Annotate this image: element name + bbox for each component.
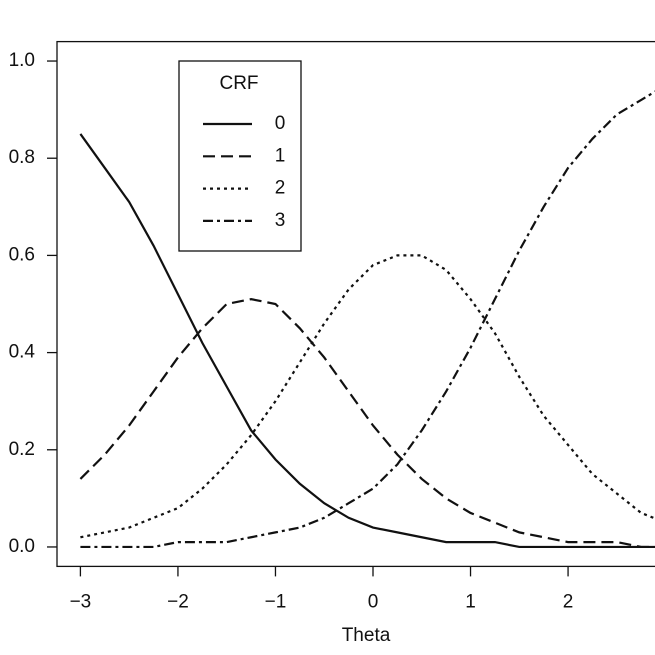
legend-title: CRF xyxy=(219,73,258,94)
legend-label: 2 xyxy=(275,178,286,199)
plot-frame xyxy=(56,40,655,568)
y-tick-label: 0.4 xyxy=(9,342,36,363)
series-line xyxy=(79,298,655,549)
y-tick-label: 0.6 xyxy=(9,244,35,265)
x-tick-label: −2 xyxy=(167,591,189,612)
x-tick-label: 2 xyxy=(563,591,574,612)
y-tick-label: 0.0 xyxy=(9,536,35,557)
x-tick-label: 0 xyxy=(368,591,379,612)
series-line xyxy=(79,133,655,549)
x-tick-label: −1 xyxy=(265,591,287,612)
legend-label: 3 xyxy=(275,210,286,231)
x-tick-label: 1 xyxy=(465,591,476,612)
x-tick-label: −3 xyxy=(70,591,92,612)
y-tick-label: 0.8 xyxy=(9,147,35,168)
legend-label: 0 xyxy=(275,113,286,134)
legend-label: 1 xyxy=(275,145,286,166)
series-line xyxy=(80,254,655,539)
x-axis-label: Theta xyxy=(342,625,391,646)
series-line xyxy=(80,90,655,549)
y-tick-label: 0.2 xyxy=(9,439,35,460)
y-tick-label: 1.0 xyxy=(9,50,35,71)
